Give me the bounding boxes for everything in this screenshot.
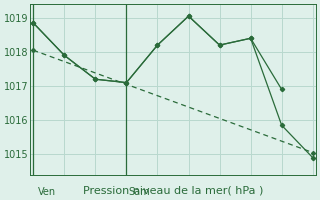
Text: Ven: Ven	[38, 187, 56, 197]
X-axis label: Pression niveau de la mer( hPa ): Pression niveau de la mer( hPa )	[83, 186, 263, 196]
Text: Sam: Sam	[128, 187, 150, 197]
